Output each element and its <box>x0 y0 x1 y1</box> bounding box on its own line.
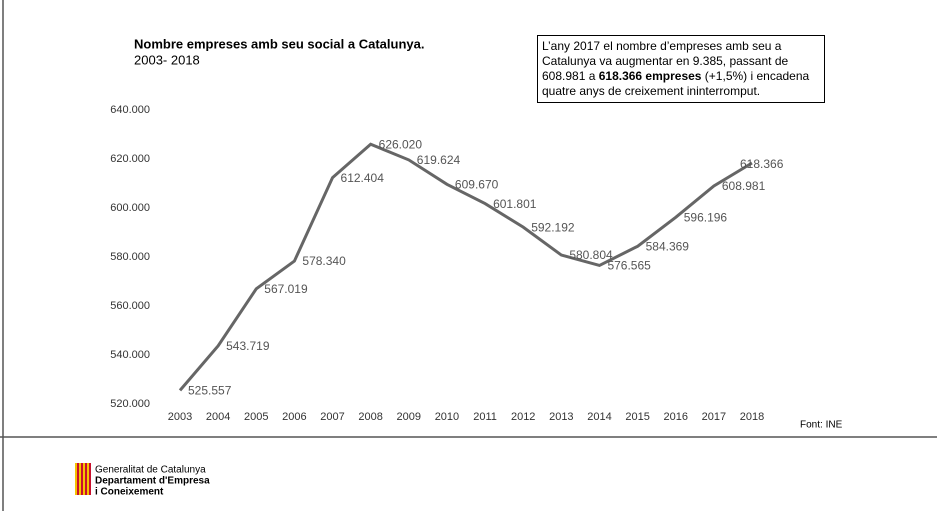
x-tick-label: 2013 <box>549 411 573 423</box>
x-tick-label: 2005 <box>244 411 268 423</box>
chart-subtitle: 2003- 2018 <box>134 52 200 67</box>
x-tick-label: 2011 <box>473 411 497 423</box>
data-label: 584.369 <box>646 239 690 253</box>
logo-stripe <box>77 463 79 495</box>
logo-stripe <box>81 463 83 495</box>
x-tick-label: 2009 <box>397 411 421 423</box>
x-tick-label: 2008 <box>358 411 382 423</box>
logo-text: Departament d'Empresa <box>95 476 210 487</box>
x-tick-label: 2018 <box>740 411 764 423</box>
data-label: 567.019 <box>264 282 308 296</box>
data-label: 618.366 <box>740 157 784 171</box>
annotation: L’any 2017 el nombre d’empreses amb seu … <box>537 35 825 103</box>
y-tick-label: 580.000 <box>110 251 150 263</box>
data-line <box>178 142 753 392</box>
data-label: 576.565 <box>607 259 651 273</box>
y-tick-label: 520.000 <box>110 398 150 410</box>
data-label: 592.192 <box>531 220 575 234</box>
data-label: 601.801 <box>493 197 537 211</box>
data-label: 578.340 <box>302 254 346 268</box>
x-tick-label: 2007 <box>320 411 344 423</box>
logo-text: Generalitat de Catalunya <box>95 465 206 476</box>
x-tick-label: 2003 <box>168 411 192 423</box>
x-tick-label: 2012 <box>511 411 535 423</box>
x-tick-label: 2006 <box>282 411 306 423</box>
logo: Generalitat de Catalunya Departament d'E… <box>75 463 210 498</box>
x-tick-label: 2015 <box>625 411 649 423</box>
source: Font: INE <box>800 420 843 431</box>
x-tick-label: 2016 <box>663 411 687 423</box>
logo-stripe <box>89 463 91 495</box>
data-label: 596.196 <box>684 210 728 224</box>
data-label: 525.557 <box>188 384 232 398</box>
x-tick-label: 2004 <box>206 411 230 423</box>
data-label: 580.804 <box>569 248 613 262</box>
x-tick-label: 2017 <box>702 411 726 423</box>
data-label: 608.981 <box>722 179 766 193</box>
x-tick-label: 2014 <box>587 411 611 423</box>
logo-text: i Coneixement <box>95 487 164 498</box>
y-tick-label: 540.000 <box>110 349 150 361</box>
data-label: 543.719 <box>226 339 270 353</box>
y-tick-label: 640.000 <box>110 104 150 116</box>
y-tick-label: 600.000 <box>110 202 150 214</box>
y-tick-label: 560.000 <box>110 300 150 312</box>
x-tick-label: 2010 <box>435 411 459 423</box>
data-label: 612.404 <box>341 171 385 185</box>
data-label: 609.670 <box>455 177 499 191</box>
chart-title: Nombre empreses amb seu social a Catalun… <box>134 36 424 51</box>
data-label: 626.020 <box>379 137 423 151</box>
y-tick-label: 620.000 <box>110 153 150 165</box>
data-label: 619.624 <box>417 153 461 167</box>
annotation-bold: 618.366 empreses <box>598 69 702 83</box>
annotation-text: (+1,5%) i encadena quatre anys de creixe… <box>542 69 810 98</box>
logo-stripe <box>85 463 87 495</box>
annotation-text: L’any 2017 el nombre d’empreses amb seu … <box>542 39 789 83</box>
